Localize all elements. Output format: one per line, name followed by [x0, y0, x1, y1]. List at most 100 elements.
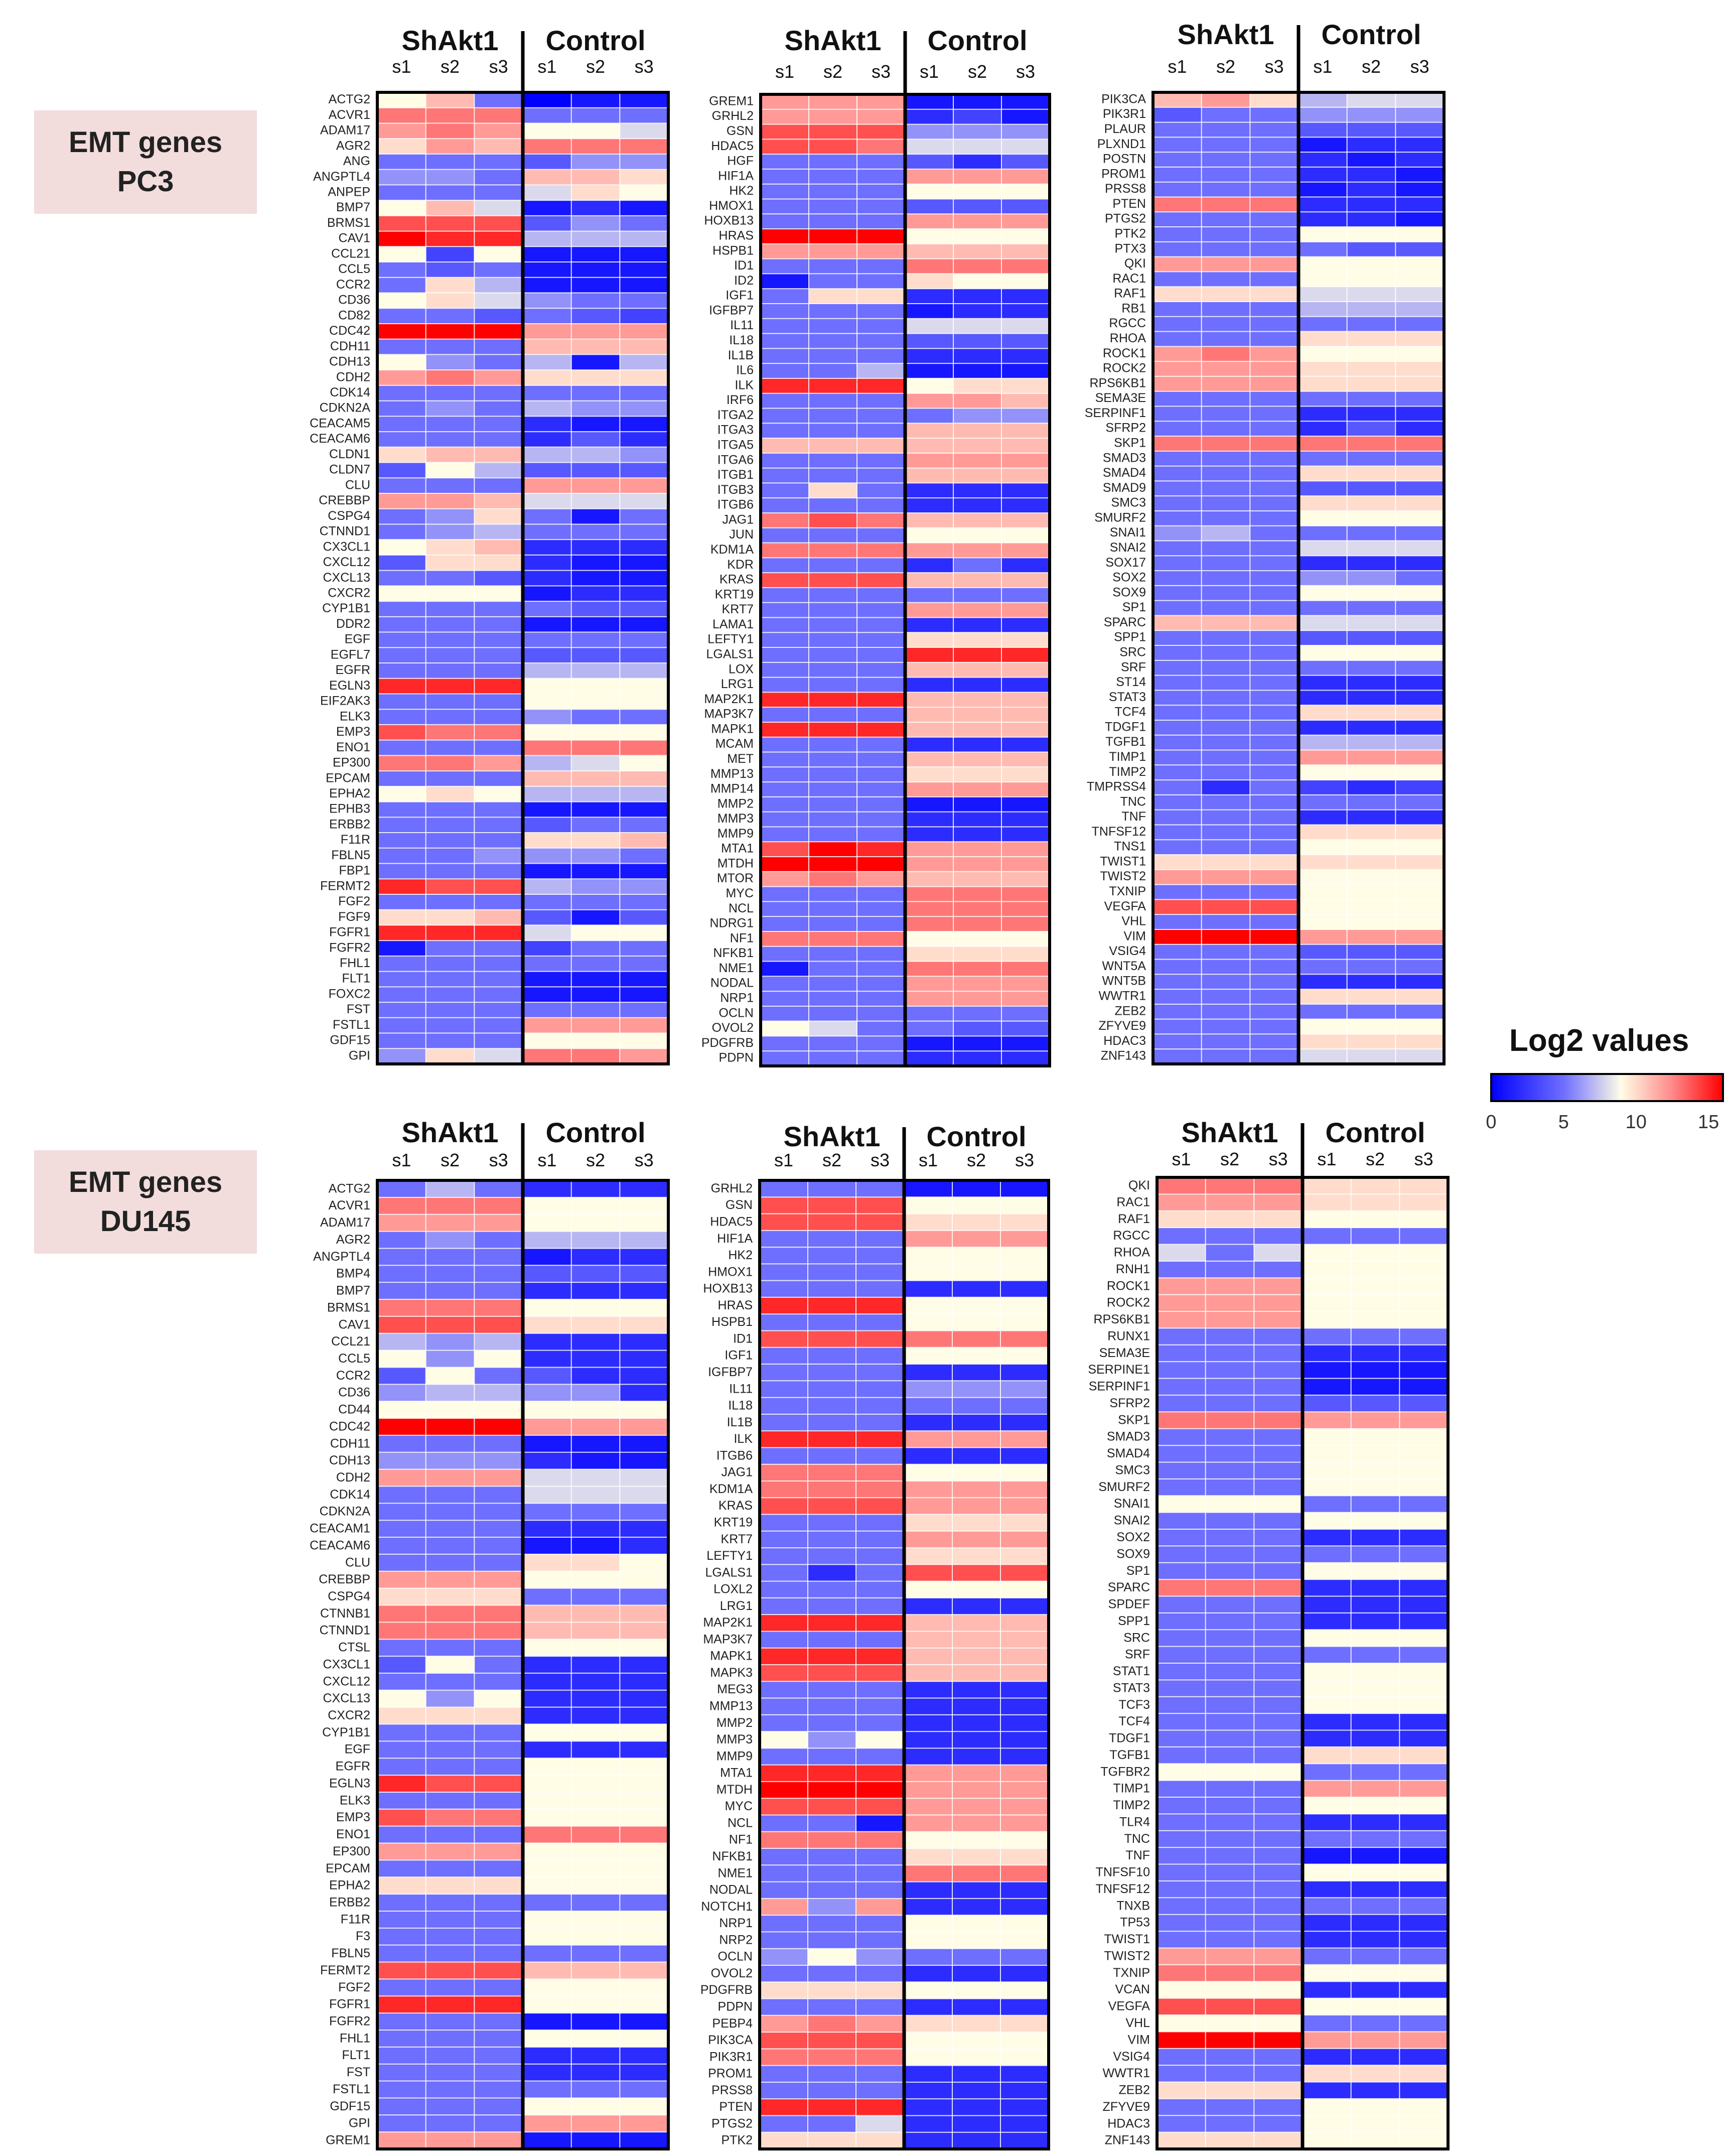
- heat-cell: [1395, 376, 1445, 392]
- heat-cell: [523, 848, 572, 864]
- gene-label: GREM1: [326, 2133, 370, 2147]
- heat-cell: [523, 925, 572, 941]
- heat-cell: [809, 931, 857, 947]
- heat-cell: [620, 262, 669, 278]
- heat-cell: [1153, 241, 1202, 257]
- heat-cell: [809, 124, 857, 140]
- gene-label: CCL5: [338, 1352, 370, 1366]
- heat-cell: [1250, 959, 1299, 975]
- heat-cell: [571, 755, 620, 771]
- gene-label: MTA1: [721, 842, 754, 856]
- heat-cell: [377, 678, 426, 694]
- heat-cell: [1303, 1612, 1352, 1630]
- gene-label: KRT7: [722, 602, 754, 616]
- heat-cell: [1000, 1648, 1049, 1665]
- gene-label: SRC: [1123, 1631, 1150, 1645]
- sample-label: s3: [872, 61, 891, 82]
- heat-cell: [1395, 510, 1445, 526]
- heat-cell: [1157, 2098, 1206, 2116]
- heat-cell: [808, 2032, 856, 2049]
- heat-cell: [857, 214, 906, 229]
- heat-cell: [761, 333, 809, 349]
- heat-cell: [857, 258, 906, 274]
- heat-cell: [377, 1452, 426, 1470]
- heat-cell: [904, 1581, 953, 1598]
- gene-label: FBP1: [339, 864, 370, 878]
- heat-cell: [1153, 645, 1202, 661]
- heat-cell: [856, 1247, 905, 1264]
- gene-label: LRG1: [721, 677, 754, 691]
- heat-cell: [953, 393, 1002, 409]
- heat-cell: [1201, 869, 1250, 885]
- heat-cell: [760, 2015, 808, 2033]
- heat-cell: [1250, 256, 1299, 272]
- heat-cell: [474, 1554, 523, 1572]
- gene-label: ROCK2: [1103, 361, 1146, 375]
- heat-cell: [760, 1781, 808, 1799]
- gene-label: TWIST1: [1100, 854, 1146, 868]
- heat-cell: [571, 740, 620, 756]
- heat-cell: [523, 1656, 572, 1674]
- heat-cell: [425, 370, 475, 386]
- heat-cell: [1001, 587, 1050, 603]
- heat-cell: [474, 1537, 523, 1555]
- gene-label: HSPB1: [712, 243, 754, 257]
- heat-cell: [425, 1911, 475, 1929]
- heat-cell: [904, 1531, 953, 1548]
- gene-label: PIK3CA: [1101, 92, 1146, 106]
- heat-cell: [809, 333, 857, 349]
- heat-cell: [377, 1248, 426, 1266]
- heat-cell: [620, 817, 669, 833]
- heat-cell: [1157, 1998, 1206, 2015]
- heat-cell: [620, 909, 669, 925]
- heat-cell: [1201, 510, 1250, 526]
- gene-label: RGCC: [1113, 1229, 1150, 1243]
- heat-cell: [377, 370, 426, 386]
- heat-cell: [761, 214, 809, 229]
- heat-cell: [1250, 92, 1299, 108]
- heat-cell: [1298, 301, 1348, 317]
- heat-cell: [1303, 1328, 1352, 1345]
- heat-cell: [1399, 1529, 1449, 1546]
- heat-cell: [1205, 1328, 1254, 1345]
- heat-cell: [1250, 406, 1299, 422]
- heat-cell: [953, 602, 1002, 618]
- heat-cell: [904, 1431, 953, 1448]
- heat-cell: [523, 1894, 572, 1912]
- heat-cell: [952, 1781, 1001, 1799]
- heat-cell: [857, 423, 906, 439]
- heat-cell: [523, 400, 572, 417]
- heat-cell: [760, 2065, 808, 2083]
- heat-cell: [1298, 675, 1348, 691]
- gene-label: IL18: [729, 333, 754, 347]
- heat-cell: [1205, 1462, 1254, 1479]
- heat-cell: [1351, 1663, 1400, 1680]
- heat-cell: [377, 601, 426, 617]
- heat-cell: [571, 462, 620, 478]
- heat-cell: [523, 2047, 572, 2065]
- heat-cell: [1395, 794, 1445, 811]
- heat-cell: [425, 139, 475, 155]
- pc3-label-box: EMT genes PC3: [34, 110, 257, 214]
- heat-cell: [1157, 1646, 1206, 1664]
- gene-label: HIF1A: [718, 169, 754, 183]
- heat-cell: [377, 1707, 426, 1725]
- heat-cell: [1351, 1344, 1400, 1362]
- heat-cell: [1351, 1612, 1400, 1630]
- heat-cell: [1347, 675, 1396, 691]
- heat-cell: [1347, 406, 1396, 422]
- heat-cell: [761, 722, 809, 738]
- heat-cell: [620, 940, 669, 957]
- heat-cell: [377, 801, 426, 818]
- gene-label: SKP1: [1118, 1413, 1150, 1427]
- heat-cell: [1399, 1914, 1449, 1932]
- heat-cell: [856, 1180, 905, 1197]
- gene-label: CLU: [345, 1555, 370, 1569]
- heat-cell: [953, 423, 1002, 439]
- heat-cell: [1205, 1780, 1254, 1798]
- heat-cell: [1157, 1764, 1206, 1781]
- heat-cell: [905, 363, 954, 379]
- heat-cell: [1351, 1177, 1400, 1194]
- heat-cell: [1395, 944, 1445, 960]
- heat-cell: [857, 527, 906, 544]
